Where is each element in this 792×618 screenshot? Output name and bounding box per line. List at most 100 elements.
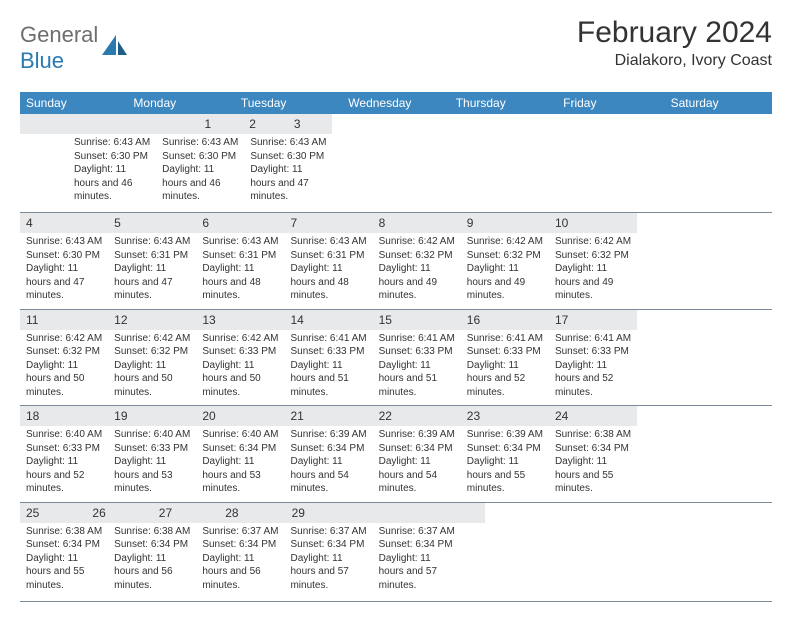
sunrise-line: Sunrise: 6:37 AM: [290, 525, 366, 539]
day-cell: Sunrise: 6:39 AMSunset: 6:34 PMDaylight:…: [284, 426, 372, 502]
weekday-header-cell: Wednesday: [342, 92, 449, 114]
sunrise-line: Sunrise: 6:43 AM: [26, 235, 102, 249]
day-cell: Sunrise: 6:42 AMSunset: 6:32 PMDaylight:…: [108, 330, 196, 406]
date-number: [20, 114, 65, 134]
day-cell: Sunrise: 6:37 AMSunset: 6:34 PMDaylight:…: [373, 523, 461, 601]
daylight-line: Daylight: 11 hours and 52 minutes.: [467, 359, 543, 400]
day-cell: Sunrise: 6:43 AMSunset: 6:31 PMDaylight:…: [108, 233, 196, 309]
sunset-line: Sunset: 6:33 PM: [114, 442, 190, 456]
sunrise-line: Sunrise: 6:42 AM: [114, 332, 190, 346]
day-cell: Sunrise: 6:42 AMSunset: 6:33 PMDaylight:…: [196, 330, 284, 406]
sunrise-line: Sunrise: 6:43 AM: [250, 136, 326, 150]
sunset-line: Sunset: 6:34 PM: [26, 538, 102, 552]
week-row: 18192021222324Sunrise: 6:40 AMSunset: 6:…: [20, 406, 772, 503]
daylight-line: Daylight: 11 hours and 47 minutes.: [26, 262, 102, 303]
date-number: 10: [549, 213, 637, 233]
day-body-strip: Sunrise: 6:38 AMSunset: 6:34 PMDaylight:…: [20, 523, 485, 601]
day-cell: Sunrise: 6:37 AMSunset: 6:34 PMDaylight:…: [196, 523, 284, 601]
sunrise-line: Sunrise: 6:42 AM: [26, 332, 102, 346]
week-row: 123Sunrise: 6:43 AMSunset: 6:30 PMDaylig…: [20, 114, 772, 213]
weekday-header-cell: Friday: [557, 92, 664, 114]
date-number-strip: 45678910: [20, 213, 637, 233]
weeks-container: 123Sunrise: 6:43 AMSunset: 6:30 PMDaylig…: [20, 114, 772, 602]
calendar-grid: SundayMondayTuesdayWednesdayThursdayFrid…: [20, 92, 772, 602]
daylight-line: Daylight: 11 hours and 55 minutes.: [26, 552, 102, 593]
day-cell: Sunrise: 6:40 AMSunset: 6:33 PMDaylight:…: [108, 426, 196, 502]
location: Dialakoro, Ivory Coast: [577, 52, 772, 70]
day-cell: [20, 134, 32, 212]
day-body-strip: Sunrise: 6:42 AMSunset: 6:32 PMDaylight:…: [20, 330, 637, 406]
daylight-line: Daylight: 11 hours and 48 minutes.: [290, 262, 366, 303]
sunset-line: Sunset: 6:33 PM: [26, 442, 102, 456]
daylight-line: Daylight: 11 hours and 51 minutes.: [379, 359, 455, 400]
day-cell: [473, 523, 485, 601]
date-number: 13: [196, 310, 284, 330]
page-header: General Blue February 2024 Dialakoro, Iv…: [20, 16, 772, 74]
date-number-strip: 123: [20, 114, 332, 134]
date-number: 17: [549, 310, 637, 330]
daylight-line: Daylight: 11 hours and 49 minutes.: [379, 262, 455, 303]
date-number: 27: [153, 503, 219, 523]
daylight-line: Daylight: 11 hours and 50 minutes.: [202, 359, 278, 400]
date-number: 21: [284, 406, 372, 426]
daylight-line: Daylight: 11 hours and 49 minutes.: [555, 262, 631, 303]
date-number: [418, 503, 484, 523]
sunset-line: Sunset: 6:34 PM: [114, 538, 190, 552]
brand-text: General Blue: [20, 22, 98, 74]
date-number: 29: [286, 503, 352, 523]
day-cell: Sunrise: 6:43 AMSunset: 6:30 PMDaylight:…: [244, 134, 332, 212]
daylight-line: Daylight: 11 hours and 50 minutes.: [114, 359, 190, 400]
sunset-line: Sunset: 6:32 PM: [114, 345, 190, 359]
sunset-line: Sunset: 6:31 PM: [202, 249, 278, 263]
weekday-header: SundayMondayTuesdayWednesdayThursdayFrid…: [20, 92, 772, 114]
day-cell: Sunrise: 6:41 AMSunset: 6:33 PMDaylight:…: [373, 330, 461, 406]
day-cell: Sunrise: 6:43 AMSunset: 6:31 PMDaylight:…: [196, 233, 284, 309]
weekday-header-cell: Thursday: [450, 92, 557, 114]
day-cell: Sunrise: 6:42 AMSunset: 6:32 PMDaylight:…: [549, 233, 637, 309]
sunrise-line: Sunrise: 6:41 AM: [290, 332, 366, 346]
sunset-line: Sunset: 6:31 PM: [290, 249, 366, 263]
daylight-line: Daylight: 11 hours and 53 minutes.: [202, 455, 278, 496]
sunset-line: Sunset: 6:30 PM: [250, 150, 326, 164]
date-number: 16: [461, 310, 549, 330]
sunrise-line: Sunrise: 6:41 AM: [467, 332, 543, 346]
day-cell: Sunrise: 6:39 AMSunset: 6:34 PMDaylight:…: [461, 426, 549, 502]
sunset-line: Sunset: 6:32 PM: [26, 345, 102, 359]
sunset-line: Sunset: 6:32 PM: [555, 249, 631, 263]
daylight-line: Daylight: 11 hours and 49 minutes.: [467, 262, 543, 303]
day-cell: Sunrise: 6:42 AMSunset: 6:32 PMDaylight:…: [461, 233, 549, 309]
daylight-line: Daylight: 11 hours and 55 minutes.: [467, 455, 543, 496]
day-cell: Sunrise: 6:38 AMSunset: 6:34 PMDaylight:…: [549, 426, 637, 502]
daylight-line: Daylight: 11 hours and 52 minutes.: [555, 359, 631, 400]
daylight-line: Daylight: 11 hours and 56 minutes.: [202, 552, 278, 593]
date-number: 7: [284, 213, 372, 233]
calendar-page: General Blue February 2024 Dialakoro, Iv…: [0, 0, 792, 618]
date-number: 24: [549, 406, 637, 426]
sunset-line: Sunset: 6:32 PM: [467, 249, 543, 263]
daylight-line: Daylight: 11 hours and 47 minutes.: [114, 262, 190, 303]
daylight-line: Daylight: 11 hours and 50 minutes.: [26, 359, 102, 400]
sunset-line: Sunset: 6:34 PM: [202, 538, 278, 552]
sunrise-line: Sunrise: 6:43 AM: [202, 235, 278, 249]
sunset-line: Sunset: 6:34 PM: [467, 442, 543, 456]
month-title: February 2024: [577, 16, 772, 50]
sunrise-line: Sunrise: 6:43 AM: [290, 235, 366, 249]
weekday-header-cell: Monday: [127, 92, 234, 114]
date-number: 20: [196, 406, 284, 426]
weekday-header-cell: Tuesday: [235, 92, 342, 114]
weekday-header-cell: Saturday: [665, 92, 772, 114]
week-row: 2526272829Sunrise: 6:38 AMSunset: 6:34 P…: [20, 503, 772, 602]
sail-icon: [102, 35, 128, 62]
sunrise-line: Sunrise: 6:40 AM: [202, 428, 278, 442]
sunset-line: Sunset: 6:33 PM: [202, 345, 278, 359]
day-cell: [461, 523, 473, 601]
date-number-strip: 2526272829: [20, 503, 485, 523]
sunrise-line: Sunrise: 6:38 AM: [114, 525, 190, 539]
date-number-strip: 18192021222324: [20, 406, 637, 426]
date-number: 12: [108, 310, 196, 330]
sunset-line: Sunset: 6:31 PM: [114, 249, 190, 263]
weekday-header-cell: Sunday: [20, 92, 127, 114]
day-cell: [32, 134, 44, 212]
day-cell: Sunrise: 6:38 AMSunset: 6:34 PMDaylight:…: [108, 523, 196, 601]
sunset-line: Sunset: 6:33 PM: [467, 345, 543, 359]
